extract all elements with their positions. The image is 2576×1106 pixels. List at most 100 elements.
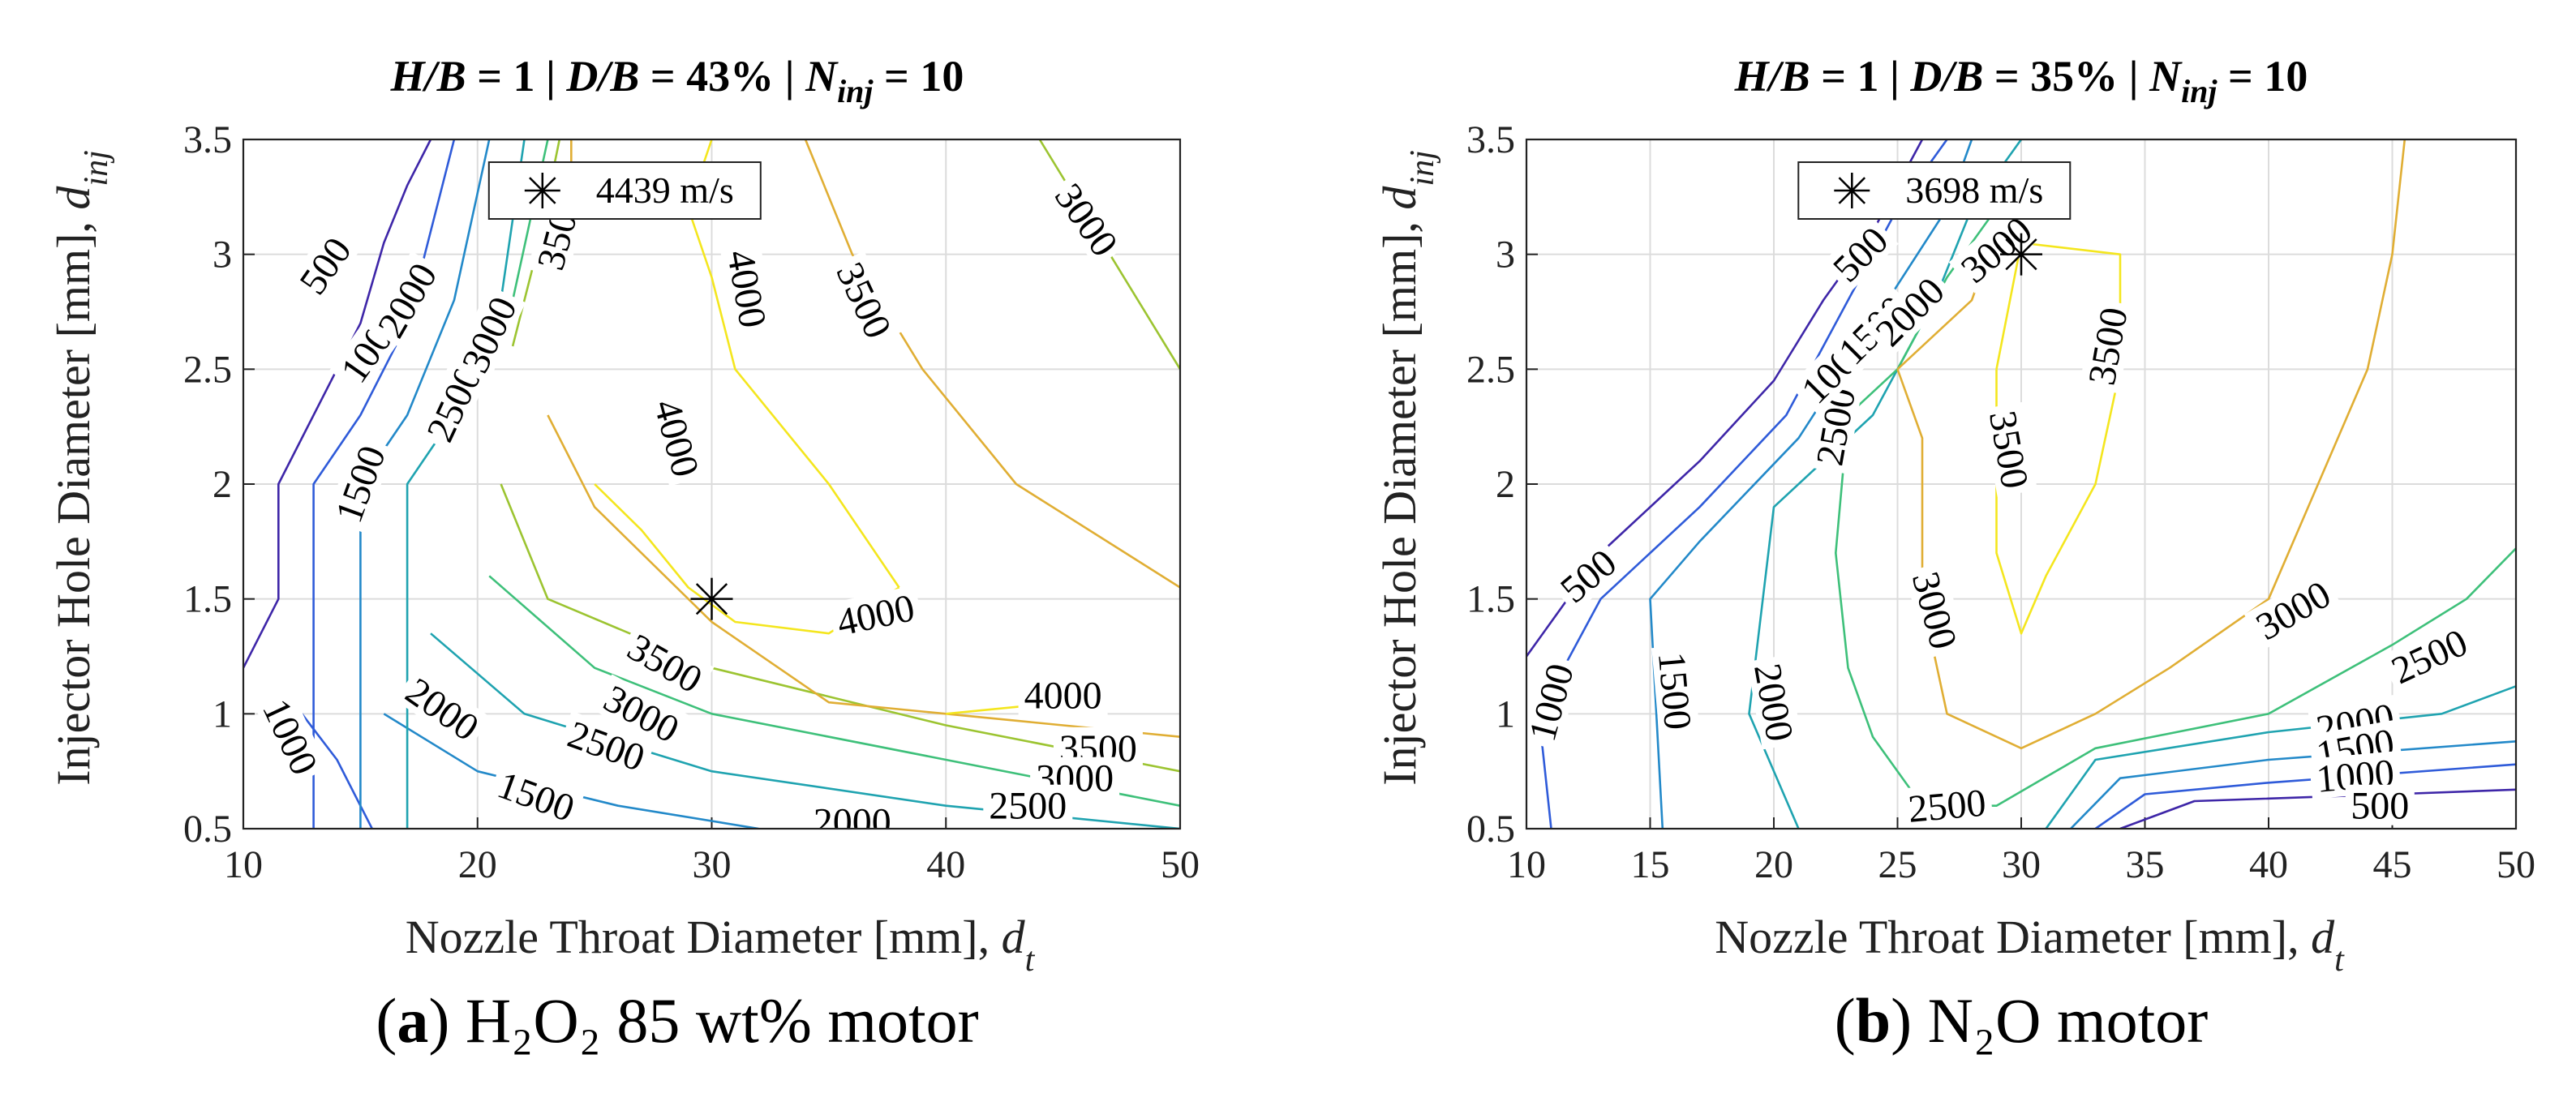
contour-label-bg xyxy=(2079,298,2135,394)
x-tick-label: 45 xyxy=(2373,843,2412,886)
y-axis-label-text: Injector Hole Diameter [mm], xyxy=(1373,210,1426,786)
contour-label-bg xyxy=(983,784,1073,825)
y-tick-label: 2 xyxy=(1496,463,1515,506)
y-tick-label: 2 xyxy=(213,463,232,506)
figure-caption: (b) N₂O motor xyxy=(1835,985,2209,1056)
contour-label-bg xyxy=(1948,204,2044,294)
contour-label-group: 1500 xyxy=(1650,644,1700,737)
y-tick-label: 0.5 xyxy=(183,808,232,851)
y-axis-label-sub: inj xyxy=(1404,150,1441,186)
contour-line-3500 xyxy=(547,414,1180,738)
title-part: N xyxy=(805,52,839,101)
contour-label-bg xyxy=(325,435,394,533)
caption-paren: ) xyxy=(1891,985,1927,1056)
title-part: = 43% | xyxy=(639,52,805,101)
y-axis-label: Injector Hole Diameter [mm], dinj xyxy=(1373,150,1441,786)
contour-line-3500 xyxy=(1995,242,2122,635)
title-part: N xyxy=(2149,52,2183,101)
title-part: = 10 xyxy=(874,52,964,101)
contour-label-bg xyxy=(394,666,492,751)
contour-label-bg xyxy=(593,674,691,752)
title-part: H/B xyxy=(390,52,466,101)
contour-label-bg xyxy=(807,800,897,829)
contour-line-2500 xyxy=(1922,547,2516,807)
y-tick-label: 1.5 xyxy=(1466,578,1515,621)
contour-label-bg xyxy=(616,622,715,703)
x-tick-label: 15 xyxy=(1631,843,1670,886)
optimum-marker xyxy=(690,577,733,620)
x-tick-label: 20 xyxy=(458,843,497,886)
contour-label-bg xyxy=(2380,618,2479,693)
contour-label-group: 500 xyxy=(1821,215,1899,293)
contour-label-bg xyxy=(416,354,491,452)
contour-line-3500 xyxy=(804,139,1180,589)
title-part: = 1 | xyxy=(466,52,567,101)
y-tick-label: 3.5 xyxy=(1466,118,1515,161)
title-part: inj xyxy=(2181,73,2218,109)
contour-label-group: 3000 xyxy=(1904,561,1967,659)
contour-label-bg xyxy=(1018,674,1108,715)
y-axis-label: Injector Hole Diameter [mm], dinj xyxy=(47,150,115,786)
contour-label-group: 2500 xyxy=(983,784,1073,828)
contour-line-2000 xyxy=(406,139,526,829)
legend-label: 4439 m/s xyxy=(596,169,734,211)
chart-title: H/B = 1 | D/B = 43% | Ninj = 10 xyxy=(390,52,964,109)
contour-label-bg xyxy=(1651,644,1700,737)
legend-marker-stroke xyxy=(1838,177,1866,204)
contour-line-500 xyxy=(2119,788,2516,829)
x-tick-label: 30 xyxy=(2002,843,2041,886)
title-part: D/B xyxy=(565,52,639,101)
title-part: inj xyxy=(837,73,874,109)
x-tick-label: 10 xyxy=(1507,843,1546,886)
contour-label-group: 500 xyxy=(2345,784,2415,828)
x-axis-label-sub: t xyxy=(2334,941,2345,979)
axes-box xyxy=(1525,138,2518,830)
x-axis-label-symbol: d xyxy=(2311,911,2335,963)
contour-label-bg xyxy=(827,585,924,644)
contour-label: 4000 xyxy=(1024,675,1102,718)
contour-label-bg xyxy=(1981,401,2037,497)
chart-title: H/B = 1 | D/B = 35% | Ninj = 10 xyxy=(1734,52,2308,109)
optimum-marker-stroke xyxy=(695,583,728,615)
contour-label: 2500 xyxy=(1906,782,1987,831)
contour-label-bg xyxy=(827,251,903,349)
panel-a: 10 20 30 40 500.511.522.533.5500100015002000… xyxy=(47,52,1200,1056)
contour-label-bg xyxy=(2243,569,2342,650)
x-axis-label: Nozzle Throat Diameter [mm], dt xyxy=(406,911,1036,979)
title-part: = 1 | xyxy=(1810,52,1911,101)
contour-label-bg xyxy=(288,225,362,306)
optimum-marker xyxy=(2000,233,2042,276)
y-tick-label: 3.5 xyxy=(183,118,232,161)
contour-label: 2000 xyxy=(814,801,891,844)
x-tick-label: 40 xyxy=(926,843,965,886)
y-tick-label: 0.5 xyxy=(1466,808,1515,851)
legend-box xyxy=(487,161,762,220)
contour-label-bg xyxy=(2345,784,2415,825)
contour-label-bg xyxy=(487,761,586,829)
caption-text: N₂O motor xyxy=(1928,985,2209,1056)
x-axis-label-text: Nozzle Throat Diameter [mm], xyxy=(1715,911,2311,963)
caption-letter: a xyxy=(397,985,428,1056)
contour-label-group: 4000 xyxy=(1018,674,1108,718)
contour-label: 2500 xyxy=(989,785,1067,828)
panel-b: 10 15 20 25 30 35 40 45 500.511.522.533.55001000… xyxy=(1373,52,2535,1056)
contour-label-bg xyxy=(253,687,328,786)
contour-label-bg xyxy=(1863,265,1956,358)
caption-text: H₂O₂ 85 wt% motor xyxy=(466,985,979,1056)
contour-label-bg xyxy=(1548,538,1628,614)
y-axis-label-symbol: d xyxy=(1373,186,1426,210)
caption-letter: b xyxy=(1856,985,1891,1056)
contour-line-2000 xyxy=(2045,685,2516,829)
x-axis-label-text: Nozzle Throat Diameter [mm], xyxy=(406,911,1002,963)
title-part: = 10 xyxy=(2218,52,2308,101)
contour-label-bg xyxy=(1746,654,1803,750)
y-axis-label-symbol: d xyxy=(47,186,100,210)
contour-line-2500 xyxy=(488,575,1180,807)
contour-label-bg xyxy=(1821,215,1899,293)
legend-label: 3698 m/s xyxy=(1905,169,2043,211)
title-part: D/B xyxy=(1909,52,1983,101)
y-tick-label: 1.5 xyxy=(183,578,232,621)
x-tick-label: 40 xyxy=(2249,843,2288,886)
legend-marker xyxy=(1834,173,1870,208)
